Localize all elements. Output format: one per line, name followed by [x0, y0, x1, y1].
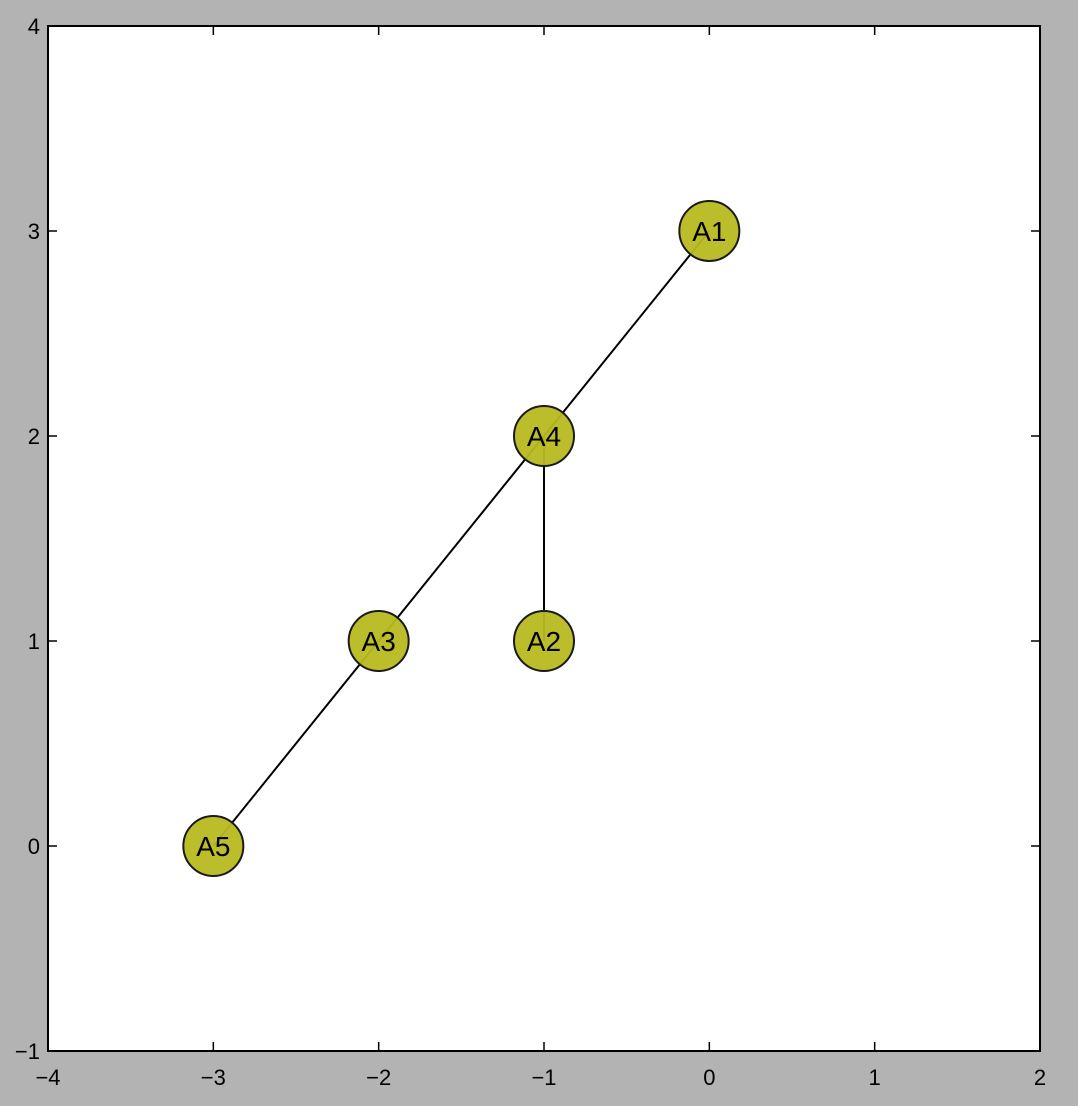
- node-a3: [347, 610, 410, 672]
- y-tick-label: 1: [28, 629, 40, 654]
- x-tick-label: 0: [703, 1065, 715, 1090]
- edge-a4-a1: [543, 230, 711, 437]
- x-tick-label: −2: [366, 1065, 391, 1090]
- edges: [212, 230, 711, 847]
- nodes: A1 A2 A3 A4 A5: [182, 200, 741, 877]
- x-tick-label: −3: [201, 1065, 226, 1090]
- x-tick-label: 2: [1034, 1065, 1046, 1090]
- x-tick-label: 1: [869, 1065, 881, 1090]
- node-label-a3: A3: [362, 626, 396, 657]
- y-tick-label: 0: [28, 834, 40, 859]
- edge-a3-a4: [377, 435, 545, 642]
- y-tick-label: −1: [15, 1039, 40, 1064]
- node-label-a1: A1: [692, 216, 726, 247]
- x-tick-label: −1: [531, 1065, 556, 1090]
- x-tick-label: −4: [35, 1065, 60, 1090]
- tick-labels: −4 −3 −2 −1 0 1 2 −1 0 1 2 3 4: [15, 14, 1046, 1090]
- y-tick-label: 3: [28, 219, 40, 244]
- node-label-a5: A5: [196, 831, 230, 862]
- node-label-a4: A4: [527, 421, 561, 452]
- node-label-a2: A2: [527, 626, 561, 657]
- plot-frame: [47, 25, 1041, 1052]
- y-tick-label: 2: [28, 424, 40, 449]
- node-a1: [678, 200, 741, 262]
- node-a2: [513, 610, 575, 672]
- edge-a5-a3: [212, 640, 380, 847]
- y-tick-label: 4: [28, 14, 40, 39]
- node-a4: [513, 405, 575, 467]
- node-a5: [182, 815, 245, 877]
